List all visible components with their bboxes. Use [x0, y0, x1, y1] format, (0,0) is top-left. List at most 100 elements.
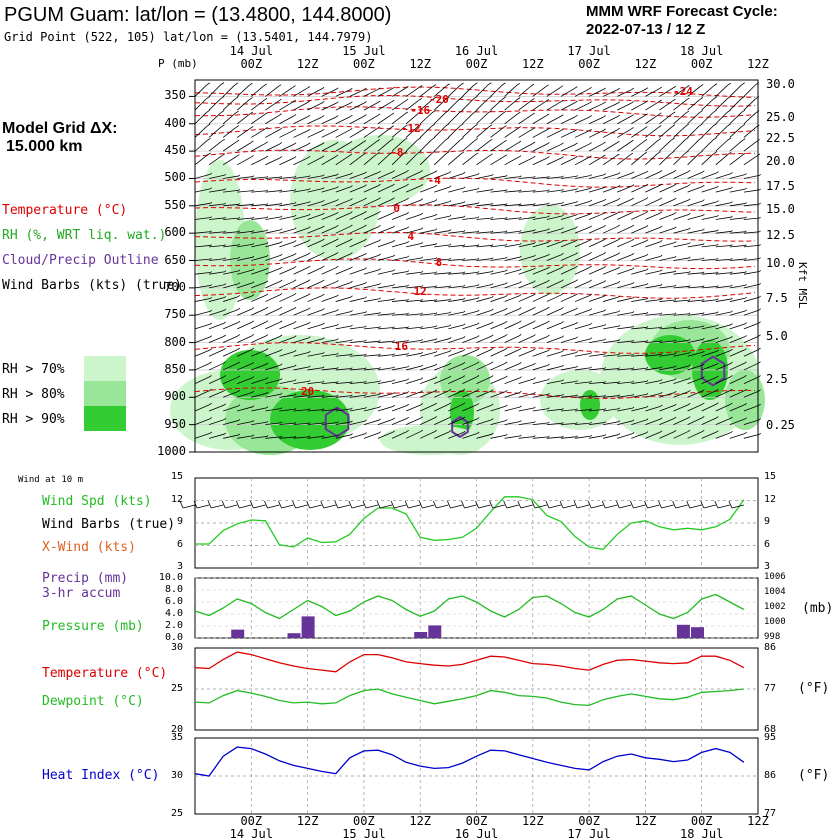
wind-barb-flag [517, 126, 521, 129]
wind-barb [588, 116, 604, 125]
wind-barb [518, 114, 533, 125]
wind-barb-flag [280, 392, 283, 395]
rh-blob [230, 220, 270, 300]
wind-barb-flag [519, 376, 522, 379]
wind-barb [504, 269, 521, 275]
wind-barb-flag [533, 320, 536, 323]
wind-barb [419, 139, 432, 152]
bottom-hour-label: 12Z [634, 814, 657, 828]
wind-barb-flag [378, 431, 381, 434]
wind-barb [223, 217, 240, 220]
wind-barb [560, 294, 576, 302]
wind-barb-flag [280, 363, 283, 366]
wind-barb-flag [741, 123, 746, 127]
wind-barb-flag [532, 127, 536, 130]
wind-barb-flag [490, 334, 494, 337]
wind-barb [462, 404, 478, 412]
wind-barb-flag [406, 183, 409, 186]
kft-tick-label: 20.0 [766, 154, 795, 169]
wind-barb-flag [519, 307, 522, 310]
surface-wind-barb-flag [193, 500, 198, 509]
wind-barb-flag [407, 378, 410, 381]
top-hour-label: 00Z [578, 57, 600, 71]
pressure-label: Pressure (mb) [42, 619, 144, 634]
wind-barb [687, 272, 704, 275]
legend-temperature: Temperature (°C) [2, 203, 128, 218]
wind-barb [349, 212, 365, 220]
wind-barb-flag [630, 127, 634, 130]
wind-barb [701, 244, 718, 248]
wind-barb-flag [548, 202, 550, 204]
precip-bar [231, 629, 245, 638]
rh-blob [540, 370, 620, 430]
wind-barb-flag [377, 100, 381, 103]
temperature-contour-label: 8 [435, 256, 443, 270]
wind-barb [391, 285, 408, 289]
wind-barb-flag [644, 113, 648, 116]
wind-barb-flag [249, 97, 253, 101]
wind-barb-flag [209, 361, 212, 364]
wind-barb-flag [519, 268, 522, 271]
wind-barb [251, 407, 268, 412]
wind-barb-flag [379, 311, 381, 314]
wind-barb [631, 432, 647, 439]
wind-barb-flag [758, 418, 761, 421]
wind-barb [546, 308, 562, 316]
wind-barb-flag [604, 408, 606, 410]
wind-barb-flag [476, 348, 480, 351]
wind-barb-flag [279, 320, 283, 323]
wind-barb-flag [279, 334, 283, 337]
wind-barb [420, 417, 435, 426]
wind-barb-flag [420, 184, 424, 187]
wind-barb-flag [323, 421, 325, 424]
wind-barb-flag [404, 111, 409, 115]
wind-barb [476, 126, 489, 138]
wind-barb-flag [459, 96, 464, 100]
wind-barb [673, 391, 689, 398]
wind-barb-flag [548, 407, 550, 409]
wind-barb-flag [336, 265, 339, 269]
wind-barb [391, 256, 408, 261]
wind-barb [194, 231, 211, 234]
wind-barb-flag [576, 336, 578, 339]
wind-barb [293, 87, 308, 97]
wind-barb-flag [645, 87, 649, 90]
top-hour-label: 12Z [296, 57, 319, 71]
wind-barb-flag [491, 403, 494, 406]
wind-barb-flag [645, 225, 649, 228]
wind-barb-flag [685, 123, 689, 127]
surface-wind-barb-flag [334, 500, 339, 509]
wind-barb [659, 242, 676, 248]
wind-barb-flag [730, 388, 733, 391]
wind-barb [335, 89, 351, 97]
wind-barb [321, 130, 337, 138]
wind-barb-flag [506, 189, 508, 191]
wind-barb-flag [505, 390, 508, 392]
wind-barb [574, 281, 590, 289]
wind-barb-flag [533, 334, 536, 337]
wind-barb [504, 176, 521, 179]
wind-barb [448, 187, 464, 193]
wind-barb [363, 406, 380, 412]
legend-rh90-swatch [84, 406, 126, 431]
wind-barb-flag [321, 142, 325, 145]
pressure-axis-title: P (mb) [158, 57, 198, 70]
wind-barb [476, 309, 492, 316]
wind-barb [434, 299, 451, 302]
wind-barb-flag [533, 306, 536, 309]
wind-barb-flag [336, 309, 339, 311]
kft-tick-label: 5.0 [766, 329, 788, 344]
wind-barb-flag [646, 392, 649, 395]
wind-barb-flag [740, 82, 745, 86]
wind-barb [209, 217, 226, 220]
wind-barb [208, 349, 224, 357]
heat-ytick: 30 [170, 770, 183, 781]
wind-barb-flag [712, 109, 717, 113]
wind-barb-flag [251, 155, 254, 158]
wind-barb [265, 242, 281, 248]
wind-barb-flag [674, 255, 677, 258]
wind-barb [673, 86, 687, 97]
wind-barb [420, 229, 436, 234]
wind-barb-flag [421, 285, 423, 287]
wind-barb-flag [393, 283, 395, 286]
